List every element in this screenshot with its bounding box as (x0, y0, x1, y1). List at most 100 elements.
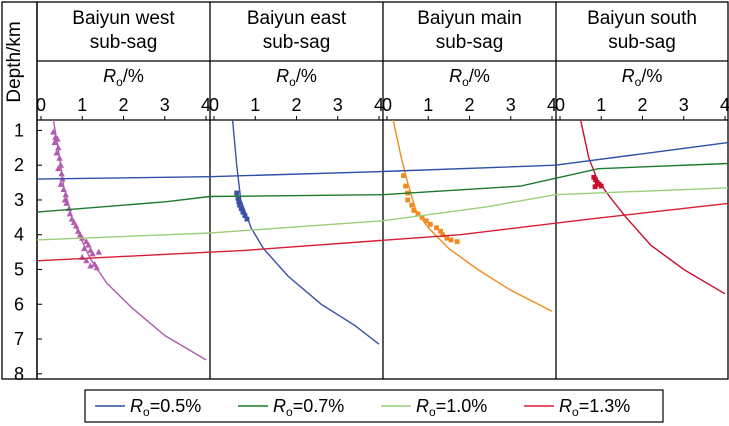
ro-isoline (36, 202, 729, 262)
sample-point (83, 257, 90, 264)
x-tick-label: 0 (555, 95, 565, 115)
x-axis-label: Ro/% (276, 66, 317, 89)
y-tick-label: 6 (14, 294, 24, 314)
sample-point (63, 199, 70, 206)
sample-point (237, 202, 242, 208)
sample-point (444, 235, 450, 241)
y-tick-label: 8 (14, 364, 24, 384)
panel-title-line: sub-sag (90, 32, 158, 53)
sample-point (405, 197, 411, 203)
sample-point (58, 170, 65, 177)
ro-isoline (36, 141, 729, 180)
panel-title-line: sub-sag (608, 32, 676, 53)
sample-point (593, 177, 598, 183)
panel-title-line: Baiyun east (247, 8, 347, 29)
panel-title-line: Baiyun south (587, 8, 697, 29)
sample-point (93, 264, 100, 271)
sample-point (235, 195, 241, 201)
panel-title-line: Baiyun west (72, 8, 175, 29)
panel-titles: Baiyun west sub-sag Baiyun east sub-sag Baiy… (72, 8, 697, 53)
ro-isoline (36, 187, 729, 241)
x-tick-label: 0 (382, 95, 392, 115)
x-tick-label: 0 (36, 95, 46, 115)
y-axis: Depth/km 1 2 3 4 5 6 7 8 (4, 21, 42, 384)
ro-profile-line (52, 119, 207, 361)
sample-point (72, 222, 80, 229)
sample-point (403, 183, 408, 189)
sample-point (415, 211, 421, 217)
x-tick-label: 3 (333, 95, 343, 115)
sample-point (234, 190, 240, 196)
sample-point (448, 237, 454, 243)
sample-point (55, 144, 62, 151)
x-tick-label: 1 (596, 95, 606, 115)
legend-entry-label: Ro=0.5% (130, 396, 201, 419)
y-axis-label: Depth/km (4, 21, 25, 102)
x-tick-label: 1 (250, 95, 260, 115)
x-tick-label: 2 (637, 95, 647, 115)
sample-point (60, 186, 67, 193)
sample-point (56, 154, 63, 161)
x-tick-label: 3 (160, 95, 170, 115)
x-tick-label: 3 (679, 95, 689, 115)
sample-point (85, 241, 92, 248)
sample-point (409, 202, 415, 208)
x-tick-label: 0 (209, 95, 219, 115)
x-tick-label: 4 (374, 95, 384, 115)
x-tick-label: 2 (291, 95, 301, 115)
y-tick-label: 7 (14, 329, 24, 349)
sample-point (591, 174, 597, 180)
y-tick-label: 3 (14, 190, 24, 210)
sample-point (434, 225, 439, 231)
panel-title-line: Baiyun main (417, 8, 522, 29)
sample-point (54, 135, 61, 142)
legend-entry-label: Ro=0.7% (273, 396, 344, 419)
x-tick-label: 1 (423, 95, 433, 115)
sample-point (440, 232, 446, 238)
sample-point (236, 199, 242, 205)
legend-entry-label: Ro=1.0% (416, 396, 487, 419)
y-tick-label: 4 (14, 225, 24, 245)
x-tick-label: 4 (201, 95, 211, 115)
ro-isoline (36, 162, 729, 213)
legend-box (84, 389, 664, 423)
x-axis-label: Ro/% (622, 66, 663, 89)
sample-point (57, 180, 64, 187)
sample-point (401, 173, 406, 179)
x-axis-label: Ro/% (449, 66, 490, 89)
y-tick-label: 2 (14, 155, 24, 175)
ro-profile-line (579, 119, 726, 295)
sample-point (89, 250, 96, 257)
x-axes: Ro/% 0 1 2 3 4 Ro/% 0 1 2 3 4 Ro/% 0 1 2 3 4 Ro/% 0 1 2 3 4 (36, 66, 729, 120)
sample-point (438, 228, 444, 234)
sample-point (427, 221, 433, 227)
sample-point (87, 262, 94, 269)
x-tick-label: 3 (506, 95, 516, 115)
x-axis-label: Ro/% (103, 66, 144, 89)
depth-label-cell (1, 1, 38, 380)
x-tick-label: 4 (720, 95, 729, 115)
x-tick-label: 2 (118, 95, 128, 115)
sample-point (411, 207, 417, 213)
plot-area (36, 119, 729, 361)
x-tick-label: 1 (77, 95, 87, 115)
panel-title-line: sub-sag (263, 32, 331, 53)
sample-point (238, 206, 244, 212)
chart-frame (1, 1, 729, 380)
legend: Ro=0.5% Ro=0.7% Ro=1.0% Ro=1.3% (84, 389, 664, 423)
sample-point (66, 210, 74, 217)
sample-point (592, 184, 598, 190)
sample-point (95, 248, 102, 255)
ro-profile-line (231, 119, 380, 345)
sample-point (244, 216, 250, 222)
sample-point (454, 239, 460, 245)
sample-point (53, 149, 60, 156)
y-tick-label: 1 (14, 120, 24, 140)
sample-point (240, 209, 246, 215)
ro-profile-line (392, 119, 553, 312)
panel-title-line: sub-sag (436, 32, 504, 53)
y-tick-label: 5 (14, 259, 24, 279)
sample-point (419, 214, 425, 220)
x-tick-label: 4 (547, 95, 557, 115)
